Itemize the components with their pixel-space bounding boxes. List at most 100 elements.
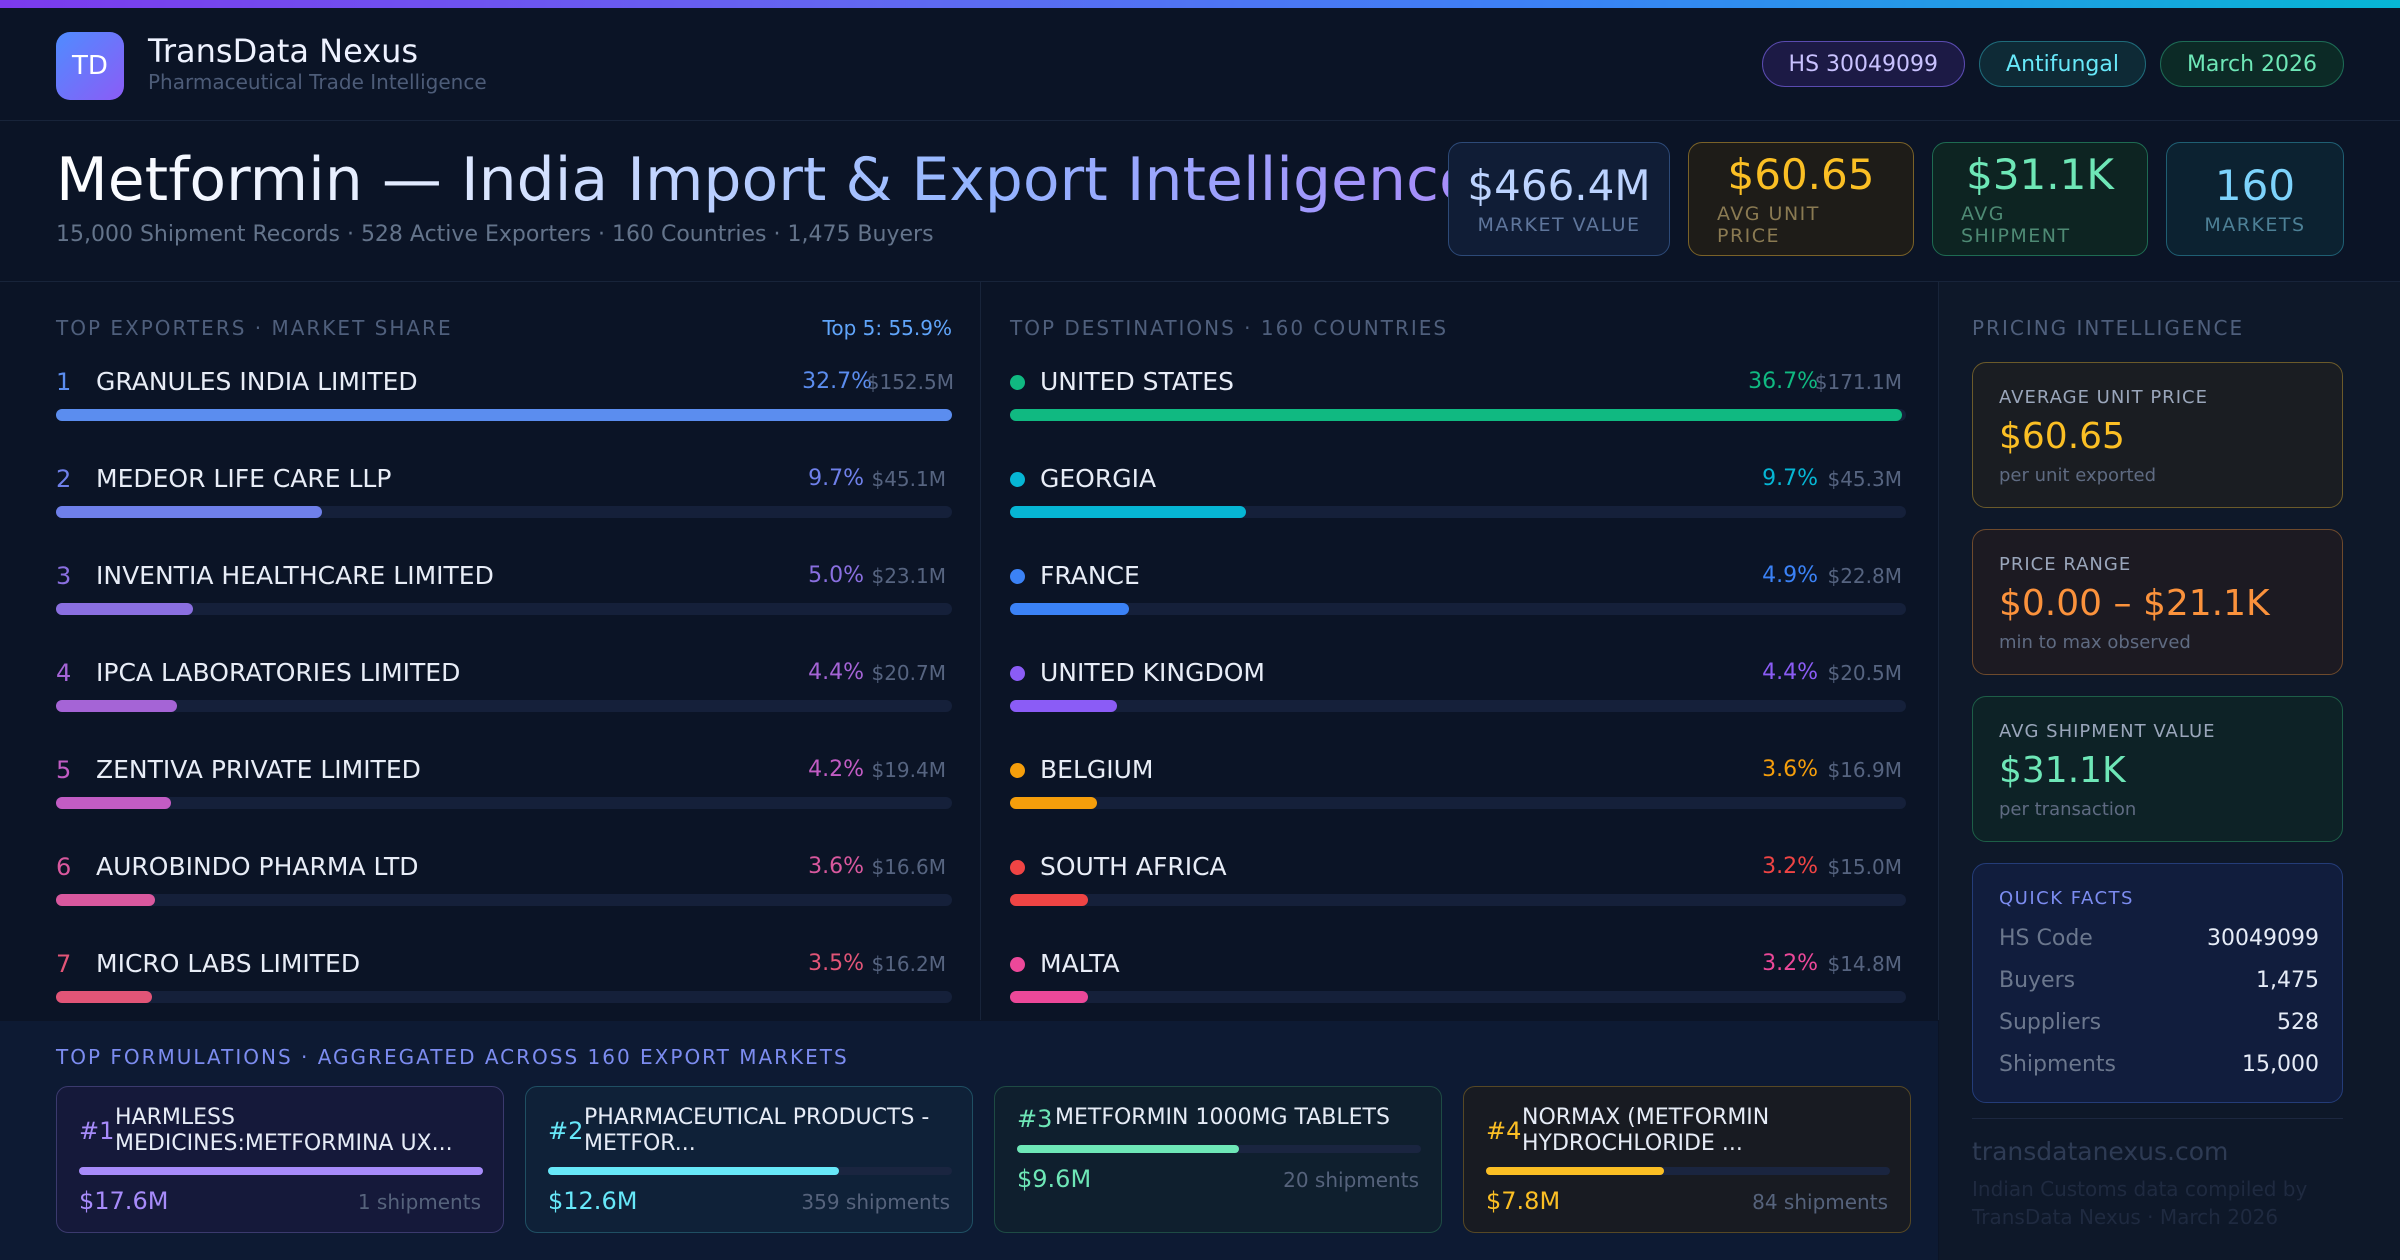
footer-site-link[interactable]: transdatanexus.com (1972, 1137, 2229, 1166)
share-bar-fill (56, 506, 322, 518)
fact-value: 528 (2277, 1010, 2319, 1035)
destination-row[interactable]: UNITED KINGDOM 4.4% $20.5M (1010, 658, 1906, 718)
avg-unit-price-card[interactable]: AVERAGE UNIT PRICE $60.65 per unit expor… (1972, 362, 2343, 508)
share-bar-fill (56, 603, 193, 615)
kpi-markets[interactable]: 160 MARKETS (2166, 142, 2344, 256)
country-dot-icon (1010, 860, 1025, 875)
fact-value: 30049099 (2207, 926, 2319, 951)
exporter-row[interactable]: 6 AUROBINDO PHARMA LTD 3.6% $16.6M (56, 852, 952, 912)
formulation-card[interactable]: #4 NORMAX (METFORMIN HYDROCHLORIDE ... $7.… (1463, 1086, 1911, 1233)
filter-pills: HS 30049099 Antifungal March 2026 (1761, 41, 2344, 87)
exporter-row[interactable]: 1 GRANULES INDIA LIMITED 32.7% $152.5M (56, 367, 954, 427)
price-range-card[interactable]: PRICE RANGE $0.00 – $21.1K min to max ob… (1972, 529, 2343, 675)
page-title: Metformin — India Import & Export Intell… (56, 145, 1476, 215)
exporter-name: IPCA LABORATORIES LIMITED (96, 658, 461, 687)
formulation-rank: #4 (1486, 1117, 1522, 1145)
avg-shipment-card[interactable]: AVG SHIPMENT VALUE $31.1K per transactio… (1972, 696, 2343, 842)
exporter-value: $16.6M (871, 855, 946, 879)
kpi-avg-shipment[interactable]: $31.1K AVG SHIPMENT (1932, 142, 2148, 256)
destination-row[interactable]: SOUTH AFRICA 3.2% $15.0M (1010, 852, 1906, 912)
formulation-shipments: 20 shipments (1283, 1168, 1419, 1192)
country-dot-icon (1010, 957, 1025, 972)
country-dot-icon (1010, 569, 1025, 584)
share-bar-fill (1010, 991, 1088, 1003)
card-note: min to max observed (1999, 632, 2191, 653)
card-value: $0.00 – $21.1K (1999, 583, 2270, 624)
destination-value: $16.9M (1827, 758, 1902, 782)
formulation-value: $12.6M (548, 1187, 638, 1215)
kpi-market-value[interactable]: $466.4M MARKET VALUE (1448, 142, 1670, 256)
card-label: AVG SHIPMENT VALUE (1999, 721, 2216, 742)
exporter-name: MEDEOR LIFE CARE LLP (96, 464, 392, 493)
destination-share: 3.6% (1762, 757, 1818, 782)
fact-key: Suppliers (1999, 1010, 2102, 1035)
fact-key: Buyers (1999, 968, 2076, 993)
page-subtitle: 15,000 Shipment Records · 528 Active Exp… (56, 222, 934, 247)
exporter-share: 32.7% (802, 369, 872, 394)
hs-code-pill[interactable]: HS 30049099 (1761, 41, 1966, 87)
formulations-panel: TOP FORMULATIONS · AGGREGATED ACROSS 160… (0, 1021, 1938, 1260)
destination-row[interactable]: FRANCE 4.9% $22.8M (1010, 561, 1906, 621)
destination-name: MALTA (1040, 949, 1120, 978)
formulation-bar-fill (79, 1167, 483, 1175)
share-bar-track (56, 894, 952, 906)
destination-row[interactable]: UNITED STATES 36.7% $171.1M (1010, 367, 1906, 427)
formulation-name: HARMLESS MEDICINES:METFORMINA UX... (115, 1105, 453, 1156)
destination-value: $22.8M (1827, 564, 1902, 588)
exporter-row[interactable]: 7 MICRO LABS LIMITED 3.5% $16.2M (56, 949, 952, 1009)
share-bar-fill (56, 991, 152, 1003)
formulation-value: $17.6M (79, 1187, 169, 1215)
exporter-name: MICRO LABS LIMITED (96, 949, 361, 978)
destination-row[interactable]: MALTA 3.2% $14.8M (1010, 949, 1906, 1009)
kpi-row: $466.4M MARKET VALUE $60.65 AVG UNIT PRI… (1448, 142, 2344, 256)
category-pill[interactable]: Antifungal (1979, 41, 2146, 87)
top5-badge: Top 5: 55.9% (822, 316, 952, 340)
card-value: $31.1K (1999, 750, 2126, 791)
exporter-value: $45.1M (871, 467, 946, 491)
formulation-shipments: 1 shipments (357, 1190, 481, 1214)
exporter-row[interactable]: 3 INVENTIA HEALTHCARE LIMITED 5.0% $23.1M (56, 561, 952, 621)
share-bar-track (1010, 797, 1906, 809)
kpi-label: AVG SHIPMENT (1961, 203, 2071, 247)
destination-name: SOUTH AFRICA (1040, 852, 1227, 881)
fact-hs-code: HS Code 30049099 (1999, 926, 2319, 956)
formulation-value: $9.6M (1017, 1165, 1092, 1193)
kpi-value: $60.65 (1727, 150, 1875, 199)
formulation-card[interactable]: #2 PHARMACEUTICAL PRODUCTS - METFOR... $12… (525, 1086, 973, 1233)
share-bar-track (56, 797, 952, 809)
kpi-value: $466.4M (1467, 161, 1651, 210)
fact-key: Shipments (1999, 1052, 2116, 1077)
brand-name: TransData Nexus (148, 32, 419, 70)
destination-share: 4.4% (1762, 660, 1818, 685)
kpi-avg-unit-price[interactable]: $60.65 AVG UNIT PRICE (1688, 142, 1914, 256)
share-bar-track (56, 409, 952, 421)
exporter-share: 3.5% (808, 951, 864, 976)
destination-value: $171.1M (1814, 370, 1902, 394)
formulation-bar-fill (548, 1167, 839, 1175)
kpi-label: MARKETS (2204, 214, 2306, 236)
exporter-row[interactable]: 5 ZENTIVA PRIVATE LIMITED 4.2% $19.4M (56, 755, 952, 815)
exporter-row[interactable]: 2 MEDEOR LIFE CARE LLP 9.7% $45.1M (56, 464, 952, 524)
destination-name: UNITED KINGDOM (1040, 658, 1265, 687)
footer-note: Indian Customs data compiled by TransDat… (1972, 1177, 2308, 1229)
pricing-sidebar: PRICING INTELLIGENCE AVERAGE UNIT PRICE … (1939, 282, 2400, 1260)
app-header: TD TransData Nexus Pharmaceutical Trade … (0, 8, 2400, 121)
exporter-row[interactable]: 4 IPCA LABORATORIES LIMITED 4.4% $20.7M (56, 658, 952, 718)
kpi-value: $31.1K (1966, 150, 2114, 199)
formulation-card[interactable]: #1 HARMLESS MEDICINES:METFORMINA UX... $17… (56, 1086, 504, 1233)
exporter-rank: 6 (56, 853, 72, 881)
card-note: per unit exported (1999, 465, 2157, 486)
destination-name: GEORGIA (1040, 464, 1157, 493)
destination-row[interactable]: BELGIUM 3.6% $16.9M (1010, 755, 1906, 815)
accent-bar (0, 0, 2400, 8)
fact-value: 1,475 (2256, 968, 2319, 993)
share-bar-fill (1010, 700, 1117, 712)
destination-row[interactable]: GEORGIA 9.7% $45.3M (1010, 464, 1906, 524)
share-bar-fill (1010, 894, 1088, 906)
period-pill[interactable]: March 2026 (2159, 41, 2344, 87)
formulation-card[interactable]: #3 METFORMIN 1000MG TABLETS $9.6M 20 shipme… (994, 1086, 1442, 1233)
exporter-share: 4.2% (808, 757, 864, 782)
exporter-name: ZENTIVA PRIVATE LIMITED (96, 755, 421, 784)
brand-logo[interactable]: TD (56, 32, 124, 100)
share-bar-fill (1010, 409, 1902, 421)
